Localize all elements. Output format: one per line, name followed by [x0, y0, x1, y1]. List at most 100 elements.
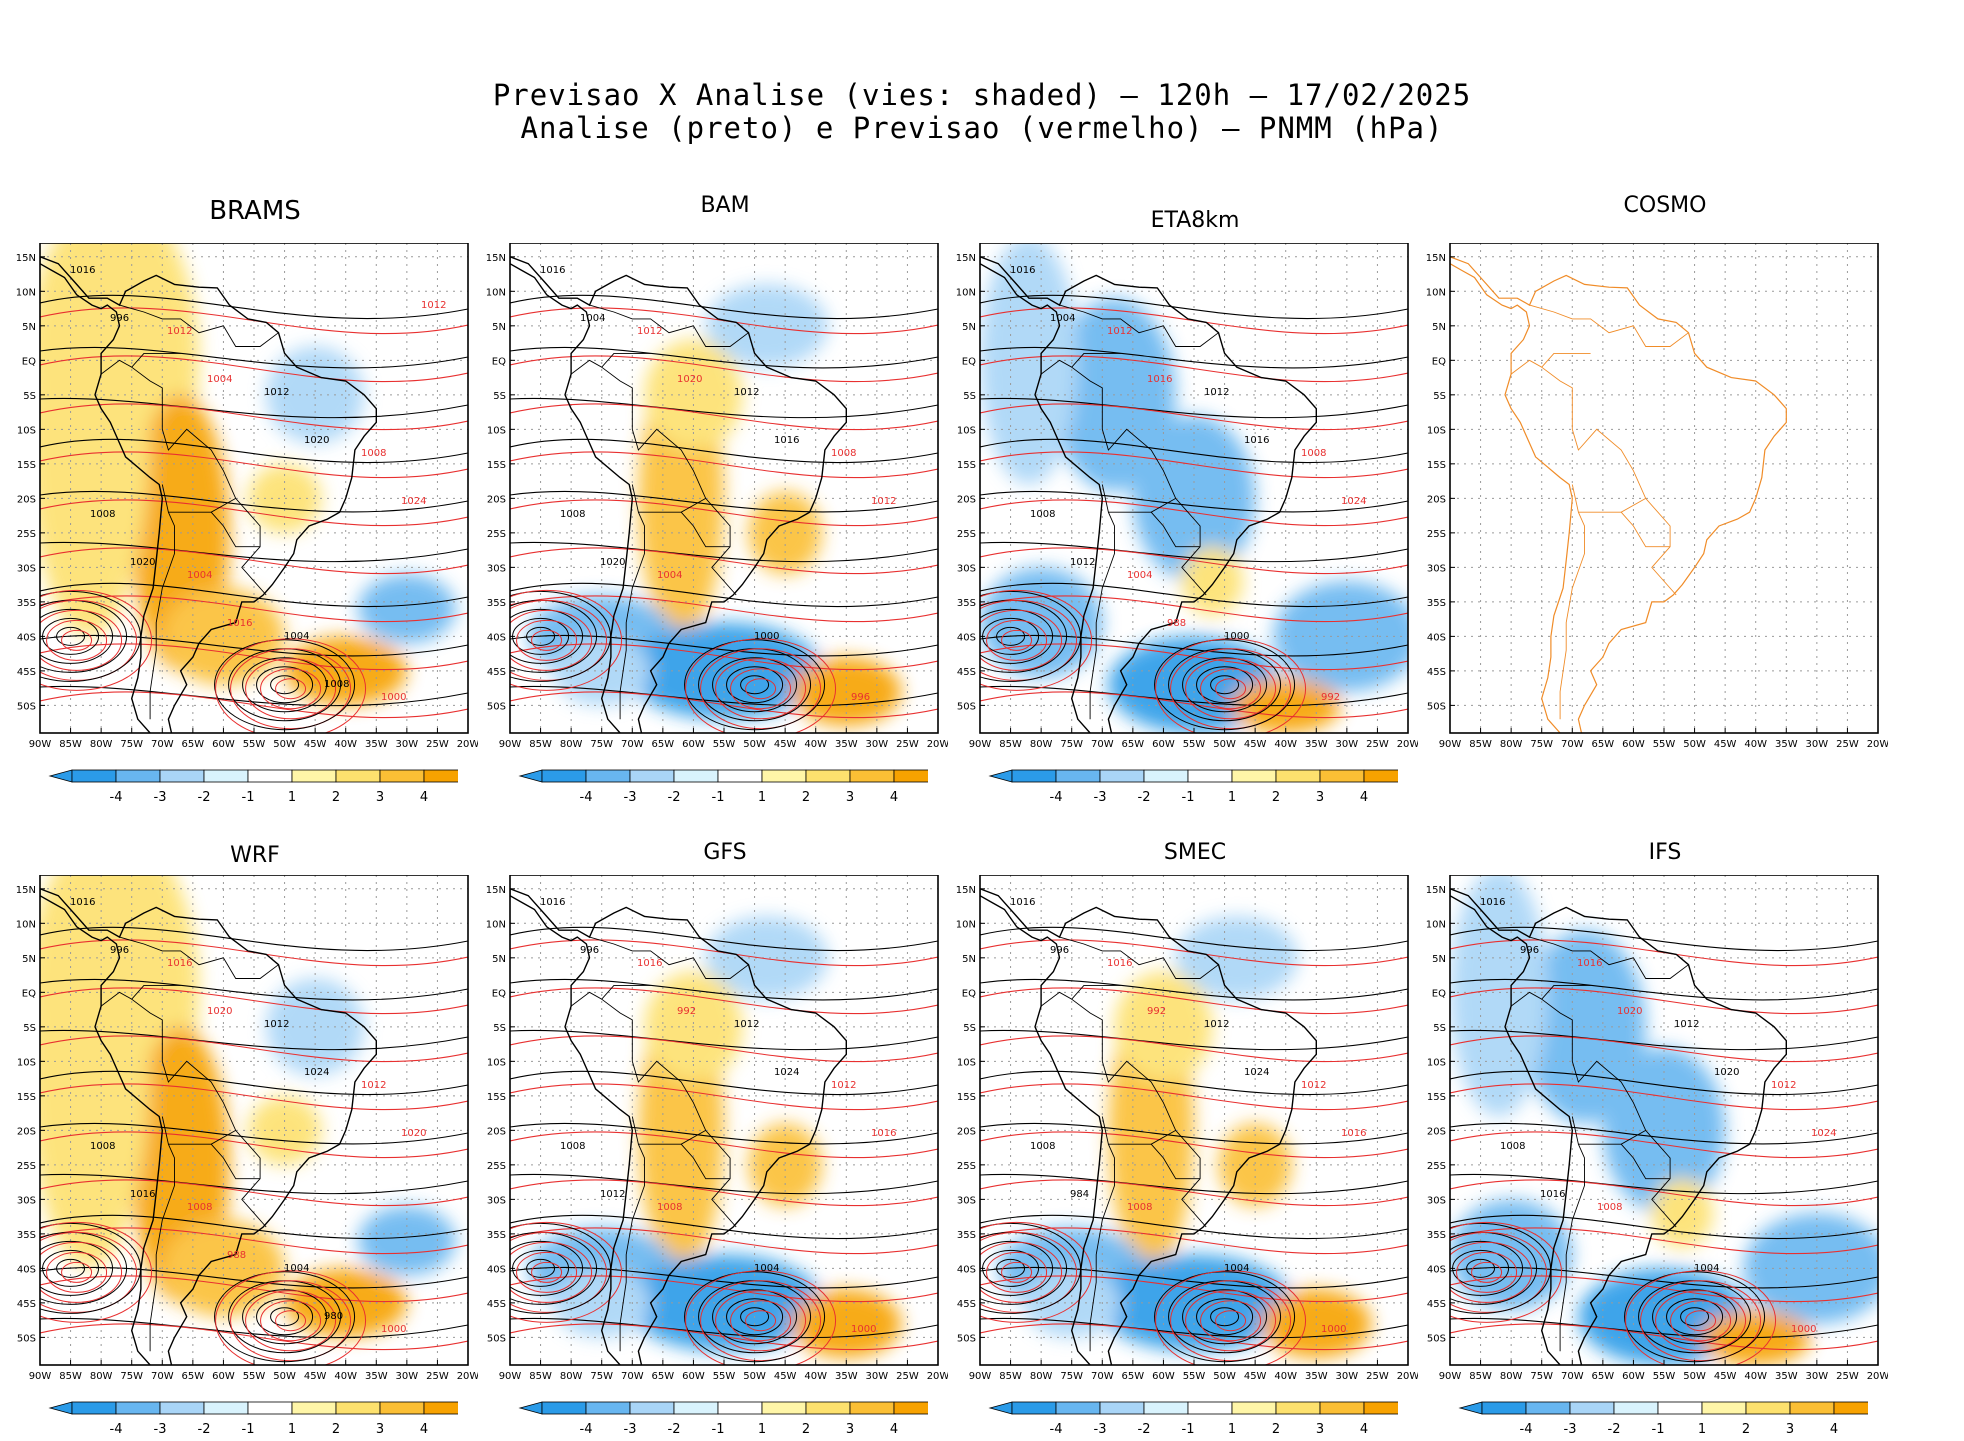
lon-tick-label: 90W	[969, 1371, 992, 1382]
lon-tick-label: 90W	[29, 1371, 52, 1382]
lat-tick-label: 50S	[1427, 701, 1446, 712]
isobar-label: 1016	[1147, 374, 1172, 385]
colorbar-swatch	[1701, 1401, 1747, 1415]
colorbar-swatch	[541, 1401, 587, 1415]
lat-tick-label: 15S	[1427, 460, 1446, 471]
lon-tick-label: 75W	[1060, 1371, 1083, 1382]
lat-tick-label: 20S	[487, 494, 506, 505]
lat-tick-label: 35S	[17, 598, 36, 609]
lat-tick-label: 15N	[956, 885, 976, 896]
colorbar-swatch	[71, 769, 117, 783]
colorbar-swatch	[1011, 769, 1057, 783]
colorbar-swatch	[159, 769, 205, 783]
lon-tick-label: 70W	[1561, 739, 1584, 750]
colorbar-swatch	[629, 1401, 675, 1415]
lat-tick-label: 10N	[486, 287, 506, 298]
lon-tick-label: 20W	[927, 739, 948, 750]
lon-tick-label: 40W	[804, 739, 827, 750]
colorbar-tick-label: 4	[1360, 790, 1368, 805]
lon-tick-label: 60W	[1622, 739, 1645, 750]
bias-shade-region	[705, 916, 828, 1000]
lon-tick-label: 70W	[151, 1371, 174, 1382]
isobar-label: 1016	[774, 435, 799, 446]
lon-tick-label: 50W	[273, 1371, 296, 1382]
lat-tick-label: 15N	[16, 253, 36, 264]
colorbar-swatch	[717, 769, 763, 783]
lat-tick-label: 20S	[1427, 1126, 1446, 1137]
bias-shade-region	[1450, 875, 1548, 1117]
lat-tick-label: 10N	[956, 287, 976, 298]
lon-tick-label: 75W	[590, 1371, 613, 1382]
lat-tick-label: 40S	[487, 1264, 506, 1275]
lon-tick-label: 40W	[1274, 1371, 1297, 1382]
isobar-label: 1012	[361, 1080, 386, 1091]
colorbar-swatch	[247, 769, 293, 783]
isobar-label: 996	[1050, 945, 1069, 956]
colorbar-wrf: -4 -3 -2 -1 1 2 3 4	[48, 1401, 458, 1437]
isobar-label: 1016	[167, 958, 192, 969]
lon-tick-label: 30W	[1806, 739, 1829, 750]
lon-tick-label: 30W	[1806, 1371, 1829, 1382]
lat-tick-label: 25S	[17, 529, 36, 540]
lat-tick-label: 10S	[17, 1057, 36, 1068]
colorbar-swatch	[1143, 769, 1189, 783]
lon-tick-label: 25W	[1366, 1371, 1389, 1382]
map-panel-smec: 1016 1016 1012 1012 1008 1008 1004 1000 996 992 10…	[956, 875, 1418, 1382]
bias-shade-region	[705, 284, 828, 368]
lon-tick-label: 90W	[969, 739, 992, 750]
isobar-label: 1012	[734, 1019, 759, 1030]
colorbar-swatch	[1143, 1401, 1189, 1415]
colorbar-tick-label: -2	[1138, 790, 1151, 805]
colorbar-tick-label: 1	[758, 790, 766, 805]
lat-tick-label: 35S	[1427, 598, 1446, 609]
isobar-label: 1016	[1341, 1128, 1366, 1139]
lat-tick-label: 50S	[17, 1333, 36, 1344]
lat-tick-label: EQ	[962, 988, 976, 999]
isobar-label: 1016	[227, 618, 252, 629]
isobar-label: 1004	[754, 1263, 779, 1274]
lon-tick-label: 75W	[1530, 739, 1553, 750]
colorbar-tick-label: 3	[376, 1422, 384, 1437]
lat-tick-label: 5S	[963, 1023, 976, 1034]
isobar-label: 1012	[637, 326, 662, 337]
isobar-label: 996	[110, 945, 129, 956]
colorbar-tick-label: -1	[242, 1422, 255, 1437]
lon-tick-label: 85W	[59, 739, 82, 750]
colorbar-tick-label: -3	[1094, 1422, 1107, 1437]
lon-tick-label: 30W	[1336, 739, 1359, 750]
colorbar-swatch	[1055, 1401, 1101, 1415]
lon-tick-label: 20W	[457, 1371, 478, 1382]
colorbar-tick-label: 2	[1272, 1422, 1280, 1437]
lat-tick-label: 40S	[957, 1264, 976, 1275]
colorbar-tick-label: -2	[1138, 1422, 1151, 1437]
lon-tick-label: 45W	[1714, 739, 1737, 750]
panel-title-gfs: GFS	[703, 840, 747, 865]
colorbar-tick-label: -3	[624, 1422, 637, 1437]
lon-tick-label: 60W	[1152, 739, 1175, 750]
map-panel-wrf: 1016 1016 1012 1012 1008 1008 1004 1000 996 1020 1…	[16, 875, 478, 1382]
lat-tick-label: 10N	[956, 919, 976, 930]
lat-tick-label: 40S	[1427, 1264, 1446, 1275]
lon-tick-label: 55W	[1183, 739, 1206, 750]
isobar-label: 988	[1167, 618, 1186, 629]
isobar-label: 1012	[600, 1189, 625, 1200]
lon-tick-label: 45W	[774, 739, 797, 750]
lon-tick-label: 20W	[927, 1371, 948, 1382]
colorbar-tick-label: 3	[376, 790, 384, 805]
lon-tick-label: 70W	[151, 739, 174, 750]
lon-tick-label: 70W	[621, 739, 644, 750]
isobar-label: 980	[324, 1311, 343, 1322]
colorbar-swatch	[115, 769, 161, 783]
lat-tick-label: 35S	[1427, 1230, 1446, 1241]
colorbar-tick-label: 2	[332, 1422, 340, 1437]
lon-tick-label: 35W	[365, 739, 388, 750]
colorbar-swatch	[1319, 769, 1365, 783]
lat-tick-label: 30S	[1427, 1195, 1446, 1206]
lat-tick-label: 15N	[1426, 885, 1446, 896]
lon-tick-label: 60W	[682, 1371, 705, 1382]
isobar-label: 1008	[324, 679, 349, 690]
isobar-label: 1016	[540, 897, 565, 908]
colorbar-tick-label: -2	[1608, 1422, 1621, 1437]
lon-tick-label: 50W	[743, 1371, 766, 1382]
colorbar-swatch	[247, 1401, 293, 1415]
